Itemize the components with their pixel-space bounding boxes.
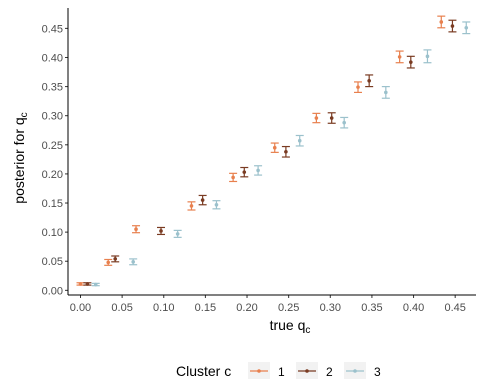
- data-point: [231, 175, 235, 180]
- x-tick-label: 0.20: [236, 302, 257, 314]
- y-tick-label: 0.20: [42, 169, 63, 181]
- data-marks: [76, 15, 471, 287]
- y-tick-label: 0.30: [42, 111, 63, 123]
- y-axis-title: posterior for qc: [11, 112, 30, 203]
- x-axis-title-subscript: c: [305, 325, 310, 336]
- data-point: [397, 55, 402, 59]
- legend-item-3: 3: [344, 362, 381, 379]
- x-axis-title: true qc: [270, 317, 311, 336]
- legend-key-point: [305, 369, 309, 373]
- data-point: [85, 282, 90, 286]
- data-point: [93, 282, 98, 287]
- data-point: [356, 85, 360, 89]
- legend-label: 2: [326, 365, 333, 379]
- data-point: [189, 204, 194, 208]
- x-axis-title-main: true q: [270, 317, 306, 333]
- y-tick-label: 0.40: [42, 52, 63, 64]
- x-tick-label: 0.30: [320, 302, 341, 314]
- data-point: [272, 145, 277, 150]
- x-tick-label: 0.00: [70, 302, 91, 314]
- series-3: [91, 21, 471, 287]
- data-point: [409, 60, 413, 64]
- data-point: [256, 168, 260, 173]
- legend: Cluster c 1 2 3: [176, 362, 381, 379]
- legend-item-1: 1: [248, 362, 285, 379]
- y-tick-labels: 0.00 0.05 0.10 0.15 0.20 0.25 0.30 0.35 0.40 0.45: [42, 23, 63, 297]
- y-tick-label: 0.10: [42, 227, 63, 239]
- y-tick-label: 0.15: [42, 198, 63, 210]
- legend-label: 3: [374, 365, 381, 379]
- data-point: [297, 138, 302, 143]
- data-point: [175, 232, 180, 236]
- y-tick-label: 0.25: [42, 140, 63, 152]
- data-point: [425, 54, 430, 59]
- data-point: [450, 24, 455, 28]
- series-2: [83, 19, 457, 286]
- data-point: [342, 120, 346, 125]
- y-axis-title-subscript: c: [19, 112, 30, 117]
- data-point: [106, 260, 111, 265]
- legend-title: Cluster c: [176, 363, 231, 379]
- x-tick-label: 0.25: [278, 302, 299, 314]
- data-point: [131, 260, 135, 264]
- x-tick-label: 0.40: [403, 302, 424, 314]
- data-point: [200, 198, 205, 202]
- data-point: [113, 257, 118, 261]
- x-tick-label: 0.05: [111, 302, 132, 314]
- data-point: [159, 229, 163, 233]
- data-point: [464, 25, 469, 30]
- x-tick-label: 0.35: [361, 302, 382, 314]
- legend-label: 1: [278, 365, 285, 379]
- data-point: [242, 170, 247, 174]
- data-point: [439, 20, 444, 24]
- data-point: [329, 116, 334, 120]
- y-tick-label: 0.45: [42, 23, 63, 35]
- y-tick-label: 0.00: [42, 285, 63, 297]
- data-point: [367, 78, 371, 83]
- y-tick-label: 0.05: [42, 256, 63, 268]
- x-tick-label: 0.45: [444, 302, 465, 314]
- data-point: [384, 90, 388, 95]
- legend-item-2: 2: [296, 362, 333, 379]
- x-tick-label: 0.10: [153, 302, 174, 314]
- x-tick-labels: 0.00 0.05 0.10 0.15 0.20 0.25 0.30 0.35 0.40 0.45: [70, 302, 466, 314]
- legend-key-point: [353, 369, 357, 373]
- y-tick-label: 0.35: [42, 82, 63, 94]
- data-point: [134, 227, 138, 232]
- data-point: [214, 202, 219, 207]
- data-point: [314, 116, 319, 120]
- legend-key-point: [257, 369, 261, 373]
- x-tick-label: 0.15: [195, 302, 216, 314]
- y-axis-title-main: posterior for q: [11, 117, 27, 203]
- data-point: [78, 282, 83, 286]
- series-1: [76, 15, 446, 286]
- data-point: [284, 149, 288, 154]
